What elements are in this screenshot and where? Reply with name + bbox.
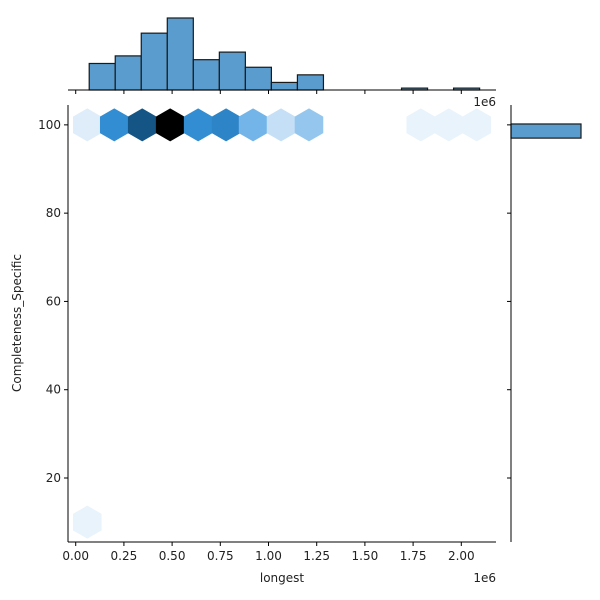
x-tick-label-6: 1.50: [352, 549, 379, 563]
top-hist-bar-5: [218, 51, 246, 91]
hexbin-layer: [72, 108, 492, 539]
y-tick-label-3: 80: [46, 206, 61, 220]
hexbin-6: [238, 108, 268, 142]
y-marginal-histogram: [510, 123, 582, 139]
top-hist-ticks: [75, 90, 462, 94]
y-tick-label-0: 20: [46, 471, 61, 485]
x-marginal-histogram: [88, 17, 481, 91]
y-tick-label-4: 100: [38, 118, 61, 132]
top-hist-bar-0: [88, 62, 116, 91]
x-axis-offset-label: 1e6: [473, 571, 496, 585]
main-x-ticks: 0.00 0.25 0.50 0.75 1.00 1.25 1.50 1.75 2.00: [62, 542, 475, 563]
top-hist-bar-1: [114, 55, 142, 91]
hexbin-3: [155, 108, 185, 142]
top-hist-bar-6: [244, 66, 272, 91]
x-tick-label-5: 1.25: [303, 549, 330, 563]
y-tick-label-2: 60: [46, 294, 61, 308]
hexbin-9: [406, 108, 436, 142]
hexbin-4: [183, 108, 213, 142]
right-hist-ticks: [507, 124, 511, 479]
top-hist-bar-4: [192, 59, 220, 91]
x-tick-label-1: 0.25: [111, 549, 138, 563]
hexbin-10: [434, 108, 464, 142]
top-hist-offset-label: 1e6: [473, 95, 496, 109]
x-tick-label-3: 0.75: [207, 549, 234, 563]
x-tick-label-4: 1.00: [255, 549, 282, 563]
x-tick-label-8: 2.00: [448, 549, 475, 563]
main-y-ticks: 20 40 60 80 100: [38, 118, 68, 485]
hexbin-12: [72, 505, 102, 539]
hexbin-0: [72, 108, 102, 142]
hexbin-8: [294, 108, 324, 142]
top-hist-bar-3: [166, 17, 194, 91]
x-tick-label-0: 0.00: [62, 549, 89, 563]
hexbin-7: [266, 108, 296, 142]
right-hist-bar-0: [510, 123, 582, 139]
top-hist-bar-7: [270, 81, 299, 91]
x-tick-label-2: 0.50: [159, 549, 186, 563]
hexbin-5: [211, 108, 241, 142]
hexbin-11: [462, 108, 492, 142]
y-tick-label-1: 40: [46, 383, 61, 397]
hexbin-1: [99, 108, 129, 142]
top-hist-bar-2: [140, 32, 168, 91]
y-axis-label: Completeness_Specific: [10, 254, 24, 392]
hexbin-2: [127, 108, 157, 142]
x-tick-label-7: 1.75: [400, 549, 427, 563]
x-axis-label: longest: [260, 571, 305, 585]
top-hist-bar-8: [296, 74, 325, 91]
